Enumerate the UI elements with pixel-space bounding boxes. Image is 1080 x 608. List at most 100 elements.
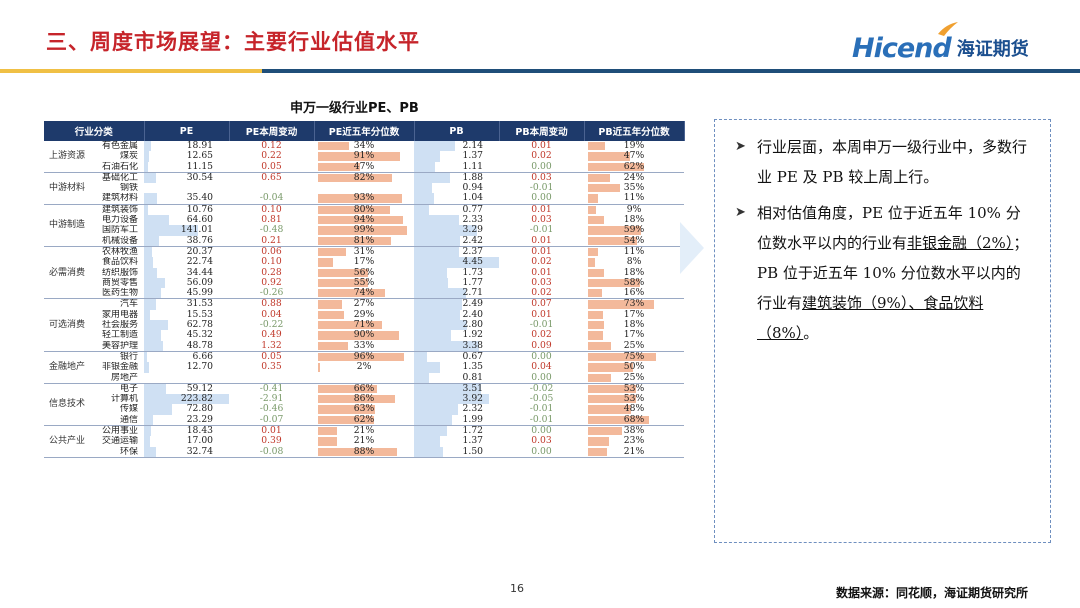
percentile-bar — [318, 415, 374, 425]
pb-value: 4.45 — [414, 257, 500, 268]
pe-percentile-cell: 56% — [314, 268, 414, 278]
percentile-value: 18% — [623, 267, 645, 278]
commentary-item-1: ➤ 行业层面，本周申万一级行业中，多数行业 PE 及 PB 较上周上行。 — [731, 132, 1034, 192]
percentile-value: 25% — [623, 340, 645, 351]
pe-value: 48.78 — [144, 340, 230, 352]
pb-change-value: 0.02 — [531, 330, 552, 341]
pb-value: 2.40 — [414, 309, 499, 321]
pb-value: 0.67 — [414, 351, 499, 363]
percentile-bar — [588, 184, 620, 193]
percentile-bar — [588, 258, 596, 267]
percentile-bar — [318, 363, 320, 372]
pe-magnitude-bar — [144, 246, 152, 258]
pb-value: 2.42 — [414, 235, 500, 247]
pb-value: 1.99 — [414, 414, 500, 427]
pe-change-value: -0.04 — [229, 193, 315, 205]
percentile-bar — [318, 162, 361, 171]
pb-percentile-cell: 11% — [584, 193, 685, 205]
pe-change-value: 0.81 — [261, 215, 282, 226]
pb-percentile-cell: 21% — [584, 446, 685, 458]
percentile-value: 91% — [353, 151, 375, 162]
table-row: 房地产 0.81 0.00 25% — [44, 372, 685, 384]
percentile-value: 86% — [353, 394, 375, 405]
table-row: 国防军工 141.01 -0.48 99% 3.29 -0.01 59% — [44, 225, 684, 236]
percentile-bar — [318, 194, 402, 203]
pb-percentile-cell: 58% — [584, 278, 684, 288]
pb-value: 2.33 — [414, 215, 499, 226]
pe-value: 18.91 — [144, 141, 229, 152]
pe-magnitude-bar — [144, 414, 153, 425]
pb-percentile-cell: 18% — [584, 215, 684, 225]
percentile-value: 21% — [353, 436, 375, 447]
pe-magnitude-bar — [144, 193, 158, 204]
percentile-value: 17% — [623, 309, 645, 320]
pe-change-value: -0.48 — [259, 225, 284, 236]
pb-value: 2.32 — [414, 404, 499, 415]
group-label: 上游资源 — [44, 141, 94, 173]
col-header-pb-change: PB本周变动 — [499, 121, 585, 141]
pb-value: 3.38 — [414, 340, 500, 352]
table-row: 纺织服饰 34.44 0.28 56% 1.73 0.01 18% — [44, 267, 684, 278]
page-title: 三、周度市场展望：主要行业估值水平 — [46, 30, 420, 54]
percentile-value: 66% — [353, 383, 375, 394]
pb-value: 2.71 — [414, 288, 500, 300]
pb-magnitude-bar — [414, 404, 459, 415]
pe-percentile-cell: 27% — [314, 299, 414, 310]
group-label: 中游制造 — [44, 204, 94, 247]
valuation-table: 行业分类 PE PE本周变动 PE近五年分位数 PB PB本周变动 PB近五年分… — [44, 121, 685, 458]
pb-change-value: 0.01 — [531, 267, 552, 278]
percentile-value: 34% — [353, 141, 375, 151]
pe-value: 32.74 — [144, 446, 230, 458]
pb-magnitude-bar — [414, 351, 427, 363]
percentile-value: 94% — [353, 215, 375, 226]
percentile-bar — [588, 321, 605, 330]
pe-value: 6.66 — [144, 351, 229, 363]
pb-change-value: 0.01 — [499, 235, 585, 247]
percentile-bar — [588, 405, 632, 414]
pb-change-value: 0.00 — [531, 351, 552, 362]
percentile-value: 38% — [623, 425, 645, 437]
pe-percentile-cell: 80% — [314, 204, 414, 215]
pe-percentile-cell: 99% — [314, 225, 414, 235]
pe-change-value: 0.88 — [261, 298, 282, 310]
pe-percentile-cell: 63% — [314, 404, 414, 414]
percentile-bar — [318, 142, 349, 151]
pb-magnitude-bar — [414, 141, 455, 152]
table-row: 上游资源 有色金属 18.91 0.12 34% 2.14 0.01 19% — [44, 141, 684, 173]
percentile-bar — [318, 173, 392, 183]
pb-percentile-cell: 47% — [584, 151, 684, 161]
percentile-bar — [588, 341, 611, 350]
pe-change-value: -0.41 — [259, 383, 284, 394]
pe-percentile-cell: 91% — [314, 151, 414, 161]
percentile-bar — [318, 447, 398, 456]
pb-magnitude-bar — [414, 183, 432, 194]
percentile-bar — [588, 289, 603, 298]
pe-value: 30.54 — [144, 172, 229, 184]
pe-magnitude-bar — [144, 288, 162, 298]
percentile-bar — [588, 331, 604, 340]
percentile-bar — [318, 427, 337, 436]
pb-percentile-cell: 62% — [584, 161, 685, 173]
pb-percentile-cell: 11% — [584, 246, 684, 257]
pe-percentile-cell — [314, 372, 415, 384]
pe-magnitude-bar — [144, 141, 152, 152]
pb-value: 2.49 — [414, 299, 499, 310]
pb-change-value: 0.03 — [531, 436, 552, 447]
pb-magnitude-bar — [414, 151, 441, 162]
percentile-bar — [318, 321, 382, 330]
percentile-bar — [588, 363, 634, 372]
industry-name: 非银金融 — [102, 362, 139, 373]
industry-name: 建筑材料 — [94, 193, 145, 205]
percentile-value: 16% — [623, 288, 645, 299]
percentile-value: 75% — [623, 351, 645, 362]
percentile-bar — [588, 205, 597, 215]
pb-magnitude-bar — [414, 215, 459, 226]
pe-magnitude-bar — [144, 330, 162, 341]
group-label: 公共产业 — [44, 425, 94, 458]
percentile-bar — [588, 152, 631, 161]
percentile-bar — [318, 437, 337, 446]
pb-magnitude-bar — [414, 320, 468, 331]
industry-name: 社会服务 — [102, 320, 139, 331]
pb-percentile-cell: 68% — [584, 414, 685, 427]
industry-name: 美容护理 — [94, 340, 145, 352]
